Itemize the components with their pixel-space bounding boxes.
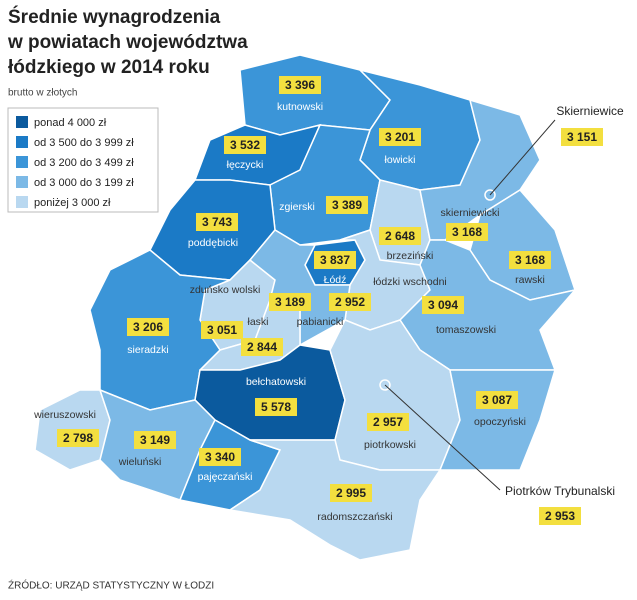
legend-swatch xyxy=(16,196,28,208)
value-label: 2 957 xyxy=(373,415,403,429)
value-box xyxy=(57,429,99,447)
region-name: skierniewicki xyxy=(441,207,500,219)
legend-label: ponad 4 000 zł xyxy=(34,117,107,129)
legend-swatch xyxy=(16,156,28,168)
region-name: bełchatowski xyxy=(246,376,306,388)
value-box xyxy=(367,413,409,431)
value-box xyxy=(326,196,368,214)
value-label: 3 206 xyxy=(133,320,163,334)
city-name: Piotrków Trybunalski xyxy=(505,484,615,498)
region-name: zduńsko wolski xyxy=(190,284,261,296)
region-name: sieradzki xyxy=(127,344,168,356)
value-box xyxy=(329,293,371,311)
region-name: rawski xyxy=(515,274,545,286)
value-box xyxy=(134,431,176,449)
region xyxy=(438,369,557,471)
legend: ponad 4 000 zł od 3 500 do 3 999 zł od 3 2… xyxy=(16,116,134,209)
value-box xyxy=(196,213,238,231)
region xyxy=(239,54,391,136)
value-box xyxy=(279,76,321,94)
value-box xyxy=(330,484,372,502)
source: ŹRÓDŁO: URZĄD STATYSTYCZNY W ŁODZI xyxy=(8,579,214,592)
value-box xyxy=(224,136,266,154)
value-box xyxy=(446,223,488,241)
region-name: wieluński xyxy=(118,456,162,468)
value-label: 3 837 xyxy=(320,253,350,267)
value-label: 3 189 xyxy=(275,295,305,309)
title-line: w powiatach województwa xyxy=(7,32,248,53)
region-name: pabianicki xyxy=(297,316,344,328)
region-name: radomszczański xyxy=(317,511,392,523)
leader-line xyxy=(489,119,556,196)
value-box xyxy=(201,321,243,339)
value-label: 3 743 xyxy=(202,215,232,229)
region-name: wieruszowski xyxy=(33,409,96,421)
value-label: 2 844 xyxy=(247,340,277,354)
city-name: Skierniewice xyxy=(556,104,624,118)
title-line: łódzkiego w 2014 roku xyxy=(8,57,210,78)
region-name: łęczycki xyxy=(227,159,264,171)
legend-label: od 3 500 do 3 999 zł xyxy=(34,137,134,149)
value-label: 3 149 xyxy=(140,433,170,447)
value-box xyxy=(379,128,421,146)
value-box xyxy=(509,251,551,269)
value-label: 3 087 xyxy=(482,393,512,407)
value-box xyxy=(561,128,603,146)
value-label: 3 396 xyxy=(285,78,315,92)
value-label: 3 532 xyxy=(230,138,260,152)
region-name: kutnowski xyxy=(277,101,323,113)
value-box xyxy=(314,251,356,269)
value-box xyxy=(241,338,283,356)
region-name: poddębicki xyxy=(188,237,238,249)
value-label: 2 995 xyxy=(336,486,366,500)
value-label: 2 952 xyxy=(335,295,365,309)
value-label: 3 201 xyxy=(385,130,415,144)
value-label: 3 340 xyxy=(205,450,235,464)
legend-swatch xyxy=(16,116,28,128)
value-label: 3 389 xyxy=(332,198,362,212)
value-label: 5 578 xyxy=(261,400,291,414)
value-box xyxy=(476,391,518,409)
value-box xyxy=(127,318,169,336)
title-line: Średnie wynagrodzenia xyxy=(8,6,221,28)
value-label: 3 151 xyxy=(567,130,597,144)
region-name: brzeziński xyxy=(387,250,434,262)
value-box xyxy=(255,398,297,416)
region-name: tomaszowski xyxy=(436,324,496,336)
region-name: łowicki xyxy=(385,154,416,166)
value-box xyxy=(379,227,421,245)
value-label: 3 168 xyxy=(452,225,482,239)
value-box xyxy=(199,448,241,466)
value-box xyxy=(422,296,464,314)
region-name: Łódź xyxy=(324,274,347,286)
region-name: piotrkowski xyxy=(364,439,416,451)
city-marker xyxy=(484,189,496,201)
value-label: 3 094 xyxy=(428,298,458,312)
value-label: 2 648 xyxy=(385,229,415,243)
legend-label: od 3 200 do 3 499 zł xyxy=(34,157,134,169)
value-label: 3 168 xyxy=(515,253,545,267)
value-label: 2 953 xyxy=(545,509,575,523)
legend-label: od 3 000 do 3 199 zł xyxy=(34,177,134,189)
legend-label: poniżej 3 000 zł xyxy=(34,197,111,209)
value-box xyxy=(539,507,581,525)
city-marker xyxy=(379,379,391,391)
leader-line xyxy=(384,384,501,491)
legend-box xyxy=(7,107,159,213)
region-name: zgierski xyxy=(279,201,315,213)
region-name: łódzki wschodni xyxy=(373,276,447,288)
value-label: 3 051 xyxy=(207,323,237,337)
legend-swatch xyxy=(16,176,28,188)
legend-swatch xyxy=(16,136,28,148)
region-name: opoczyński xyxy=(474,416,526,428)
region-name: pajęczański xyxy=(198,471,253,483)
value-box xyxy=(269,293,311,311)
subtitle: brutto w złotych xyxy=(8,88,77,99)
region-name: łaski xyxy=(247,316,268,328)
labels: kutnowski 3 396 łowicki 3 201 łęczycki 3 532 z… xyxy=(33,76,624,525)
value-label: 2 798 xyxy=(63,431,93,445)
